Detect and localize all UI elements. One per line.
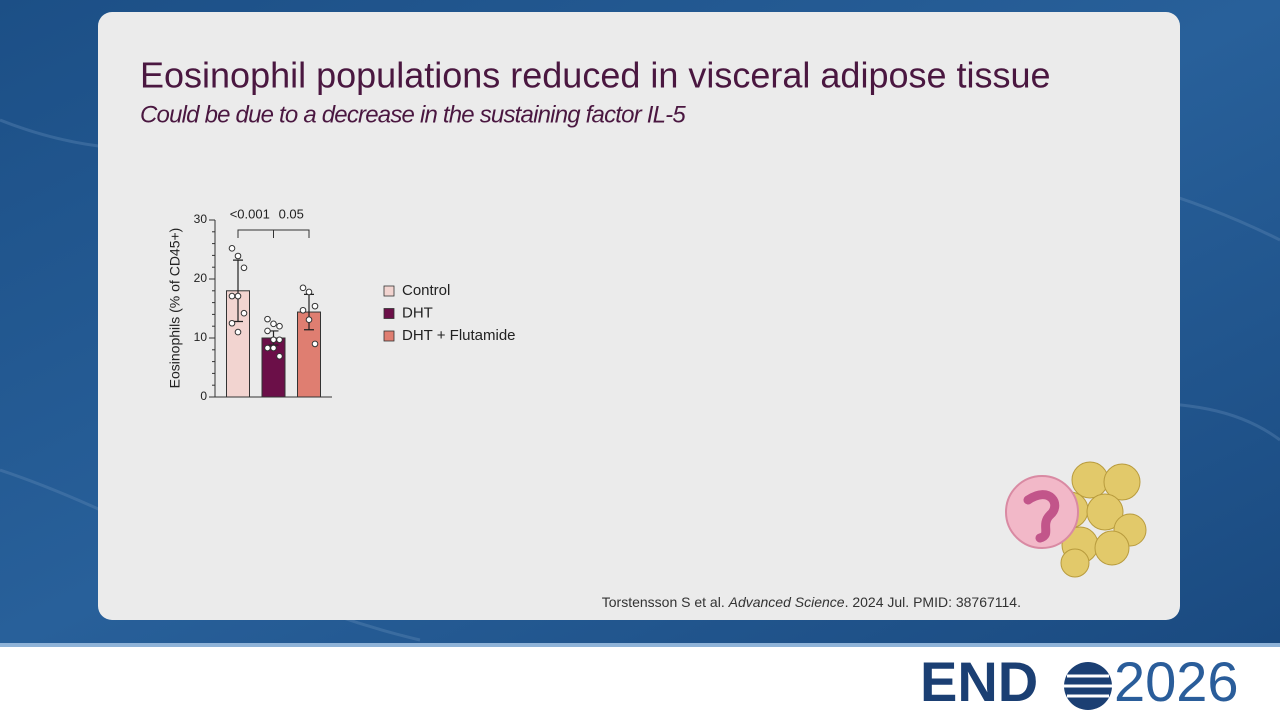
data-point [270, 320, 277, 328]
y-axis-title: Eosinophils (% of CD45+) [167, 228, 183, 389]
logo: END 2026 [920, 650, 1239, 713]
logo-right: 2026 [1114, 650, 1239, 713]
data-point [276, 336, 283, 344]
citation-journal: Advanced Science [728, 594, 845, 610]
slide-subtitle: Could be due to a decrease in the sustai… [140, 101, 686, 128]
y-tick-label: 10 [194, 330, 208, 344]
legend-swatch [383, 330, 395, 342]
data-point [311, 340, 319, 348]
illustration [1005, 461, 1147, 578]
data-point [240, 309, 248, 317]
data-point [264, 344, 271, 352]
data-point [276, 352, 283, 360]
p-value: 0.05 [279, 206, 304, 221]
y-tick-label: 20 [194, 271, 208, 285]
logo-globe-lines [1064, 674, 1112, 698]
data-point [234, 328, 242, 336]
legend-swatch [383, 285, 395, 297]
divider [0, 643, 1280, 647]
data-point [305, 316, 313, 324]
data-point [276, 322, 283, 330]
legend-label: DHT + Flutamide [402, 327, 516, 344]
data-point [264, 327, 271, 335]
y-tick-label: 30 [194, 212, 208, 226]
slide-title: Eosinophil populations reduced in viscer… [140, 55, 1051, 96]
p-value: <0.001 [230, 206, 270, 221]
data-point [311, 302, 319, 310]
y-tick-label: 0 [200, 389, 207, 403]
data-point [305, 288, 313, 296]
data-point [228, 245, 236, 252]
content-panel [98, 12, 1180, 620]
data-point [299, 306, 307, 314]
data-point [270, 344, 277, 352]
significance-bracket [273, 229, 310, 238]
data-point [264, 315, 271, 323]
citation-authors: Torstensson S et al. [602, 594, 729, 610]
legend-label: DHT [402, 304, 433, 321]
citation-rest: . 2024 Jul. PMID: 38767114. [845, 594, 1021, 610]
data-point [270, 336, 277, 344]
data-point [228, 319, 236, 327]
legend-swatch [383, 308, 395, 319]
data-point [228, 292, 236, 300]
data-point [234, 292, 242, 300]
citation: Torstensson S et al. Advanced Science. 2… [602, 594, 1021, 610]
data-point [240, 264, 248, 272]
logo-left: END [920, 650, 1038, 713]
data-point [299, 284, 307, 292]
legend-label: Control [402, 282, 450, 299]
data-point [234, 252, 242, 260]
